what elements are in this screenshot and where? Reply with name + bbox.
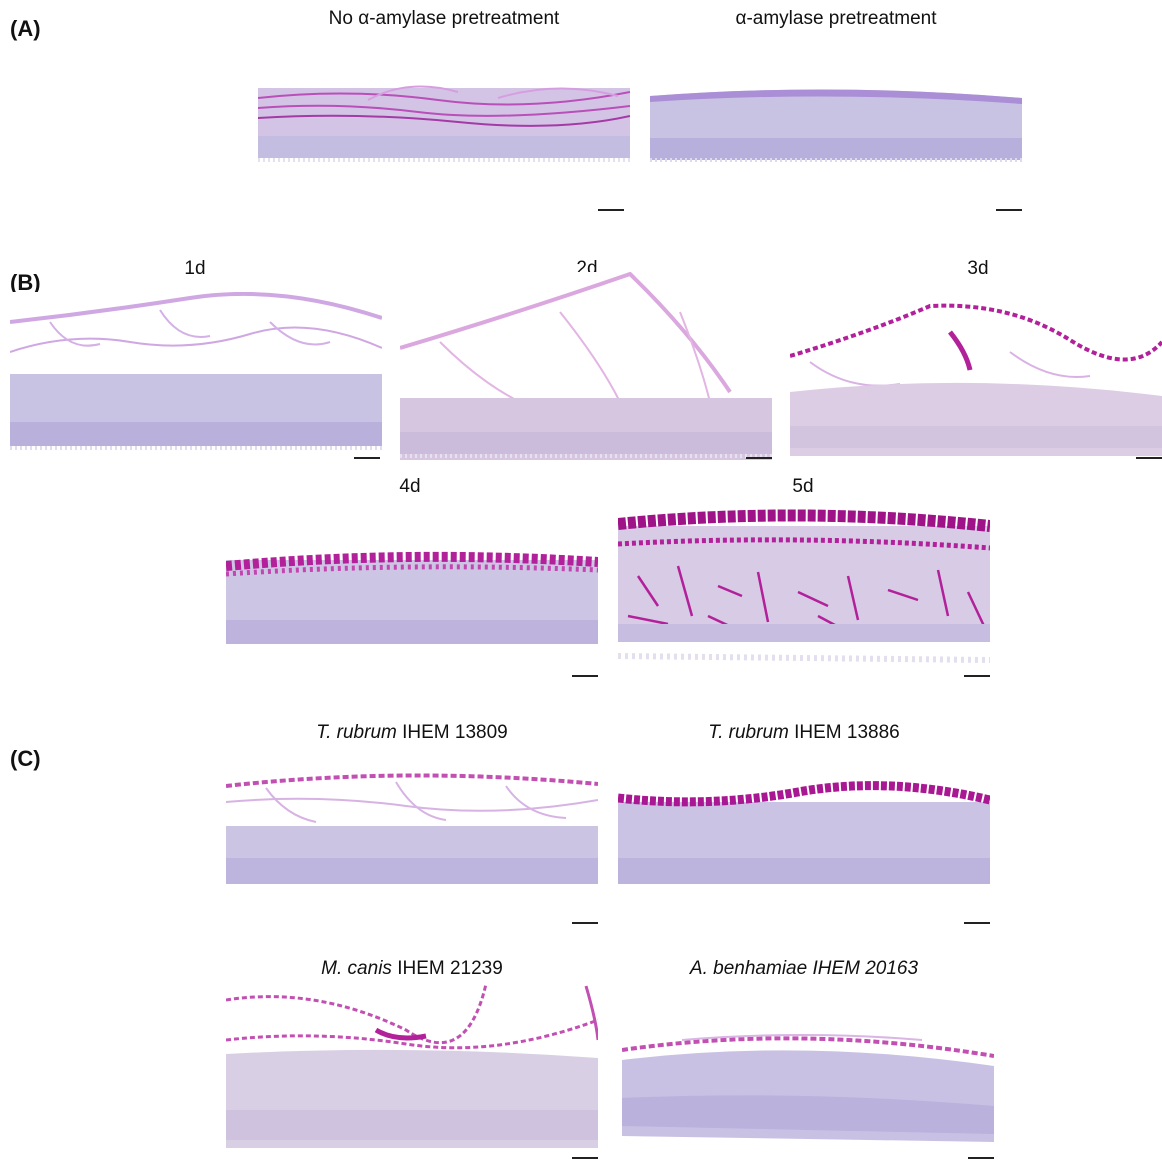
strain-id: IHEM 20163 [812,958,919,979]
micrograph-a-amylase [650,82,1022,164]
strain-id: IHEM 21239 [397,958,503,979]
micrograph-b-3d [790,292,1162,456]
caption-b-1d: 1d [184,258,206,279]
micrograph-a-no-amylase [258,78,630,164]
caption-a-no-amylase: No α-amylase pretreatment [328,8,560,29]
micrograph-b-4d [226,530,598,650]
caption-b-3d: 3d [967,258,989,279]
scale-bar [968,1157,994,1159]
micrograph-c-trubrum-13886 [618,780,990,890]
scale-bar [572,922,598,924]
scale-bar [572,675,598,677]
micrograph-b-5d [618,496,990,682]
species-name: A. benhamiae [689,958,808,979]
caption-b-5d: 5d [792,476,814,497]
species-name: M. canis [321,958,392,979]
species-name: T. rubrum [316,722,397,743]
caption-c-trubrum-13809: T. rubrum IHEM 13809 [226,722,598,744]
strain-id: IHEM 13886 [794,722,900,743]
micrograph-b-2d [400,272,772,460]
panel-label-c: (C) [10,746,41,771]
scale-bar [746,457,772,459]
micrograph-c-trubrum-13809 [226,766,598,890]
caption-c-trubrum-13886: T. rubrum IHEM 13886 [618,722,990,744]
scale-bar [996,209,1022,211]
strain-id: IHEM 13809 [402,722,508,743]
species-name: T. rubrum [708,722,789,743]
caption-c-mcanis-21239: M. canis IHEM 21239 [226,958,598,980]
scale-bar [964,675,990,677]
scale-bar [1136,457,1162,459]
caption-b-4d: 4d [399,476,421,497]
micrograph-c-mcanis-21239 [226,980,598,1148]
panel-label-b: (B) [10,270,41,295]
scale-bar [598,209,624,211]
micrograph-c-abenhamiae-20163 [622,1010,994,1142]
scale-bar [964,922,990,924]
caption-a-amylase: α-amylase pretreatment [735,8,937,29]
scale-bar [572,1157,598,1159]
panel-label-a: (A) [10,16,41,41]
scale-bar [354,457,380,459]
caption-c-abenhamiae-20163: A. benhamiae IHEM 20163 [618,958,990,980]
micrograph-b-1d [10,292,382,454]
